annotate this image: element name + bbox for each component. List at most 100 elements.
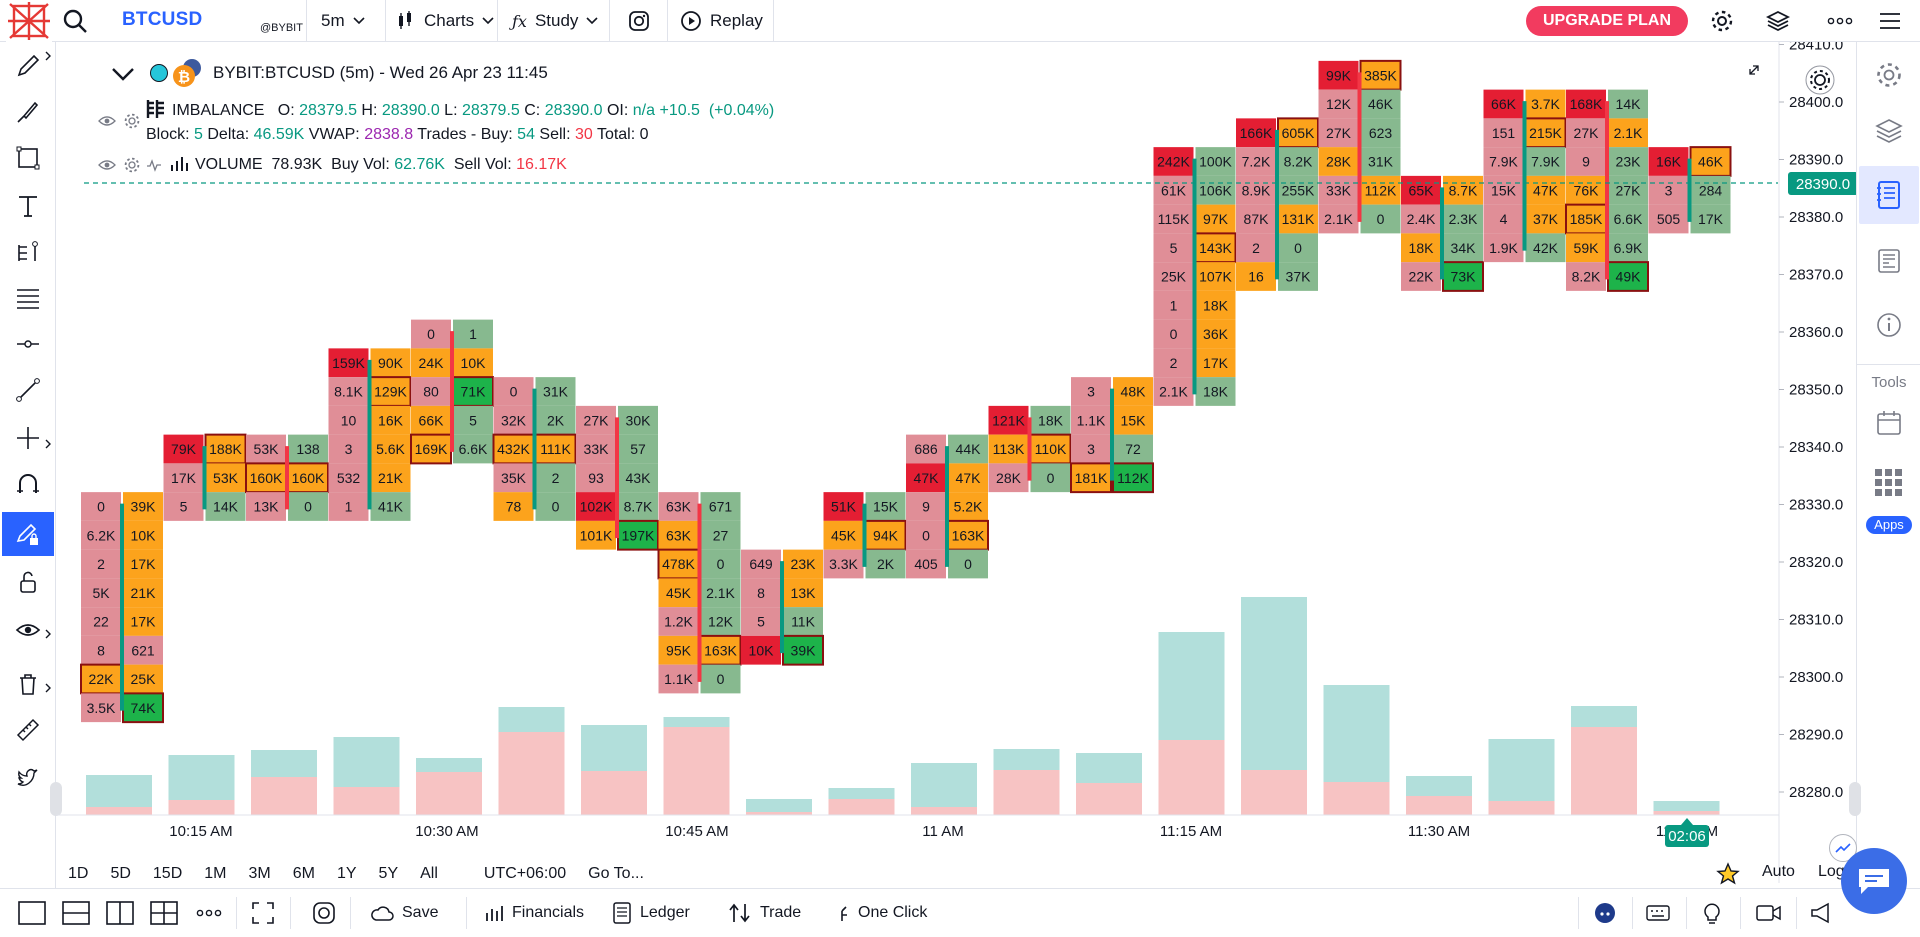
lock-drawing-tool[interactable] [2, 512, 54, 556]
auto-scale-button[interactable]: Auto [1762, 863, 1795, 880]
more-button[interactable] [1818, 0, 1862, 42]
footprint-cell [700, 549, 741, 579]
range-5d[interactable]: 5D [110, 865, 131, 882]
ledger-button[interactable]: Ledger [612, 889, 690, 937]
footprint-cell [1318, 175, 1359, 205]
chevron-right-icon[interactable] [44, 628, 52, 640]
right-layers-button[interactable] [1868, 110, 1910, 152]
range-5y[interactable]: 5Y [378, 865, 399, 882]
apps-badge[interactable]: Apps [1866, 516, 1912, 534]
footprint-cell-value: 160K [292, 470, 325, 486]
range-15d[interactable]: 15D [152, 865, 183, 882]
info-button[interactable] [1868, 304, 1910, 346]
interval-dropdown[interactable]: 5m [306, 0, 386, 42]
apps-button[interactable] [1868, 462, 1910, 504]
trend-line-tool[interactable] [8, 370, 48, 410]
discord-button[interactable] [1594, 889, 1616, 937]
time-axis[interactable]: 10:15 AM 10:30 AM 10:45 AM 11 AM 11:15 AM 11:… [169, 823, 1718, 840]
news-button[interactable] [1868, 240, 1910, 282]
range-3m[interactable]: 3M [248, 865, 271, 882]
collapse-legend-icon[interactable] [110, 63, 136, 85]
eye-icon[interactable] [98, 114, 116, 128]
snapshot-button[interactable] [610, 0, 668, 42]
gear-icon[interactable] [124, 157, 140, 173]
ruler-tool[interactable] [8, 710, 48, 750]
footprint-cell-value: 0 [717, 556, 725, 572]
layout-grid-button[interactable] [150, 889, 178, 937]
gear-icon[interactable] [124, 113, 140, 129]
layout-more-button[interactable] [196, 889, 222, 937]
range-6m[interactable]: 6M [292, 865, 315, 882]
announcement-button[interactable] [1810, 889, 1834, 937]
video-button[interactable] [1756, 889, 1782, 937]
charts-dropdown[interactable]: Charts [386, 0, 498, 42]
star-icon[interactable] [1716, 862, 1740, 886]
range-1d[interactable]: 1D [68, 865, 89, 882]
trade-button[interactable]: Trade [728, 889, 801, 937]
brush-tool[interactable] [8, 92, 48, 132]
footprint-cell-value: 0 [922, 527, 930, 543]
chevron-right-icon[interactable] [44, 50, 52, 62]
rectangle-tool[interactable] [8, 138, 48, 178]
horizontal-line-tool[interactable] [8, 324, 48, 364]
lines-tool[interactable] [8, 278, 48, 318]
twitter-button[interactable] [8, 758, 48, 798]
one-click-button[interactable]: One Click [838, 889, 927, 937]
crosshair-tool[interactable] [8, 418, 48, 458]
range-all[interactable]: All [420, 865, 438, 882]
ideas-button[interactable] [1702, 889, 1722, 937]
replay-button[interactable]: Replay [668, 0, 774, 42]
watchlist-button[interactable] [1859, 166, 1919, 224]
range-1m[interactable]: 1M [204, 865, 227, 882]
candle-body [862, 503, 867, 567]
financials-button[interactable]: Financials [484, 889, 584, 937]
market-status-icon[interactable] [150, 64, 168, 82]
right-panel-collapse-handle[interactable] [1849, 782, 1861, 816]
visibility-tool[interactable] [8, 610, 48, 650]
eye-icon [15, 624, 41, 636]
price-axis[interactable]: 28410.0 28400.0 28390.0 28380.0 28370.0 28360… [1779, 42, 1843, 801]
layout-vertical-button[interactable] [106, 889, 134, 937]
footprint-cell-value: 31K [543, 384, 569, 400]
calendar-button[interactable] [1868, 402, 1910, 444]
lock-tool[interactable] [8, 562, 48, 602]
chevron-right-icon[interactable] [44, 438, 52, 450]
goto-button[interactable]: Go To... [588, 865, 644, 882]
fullscreen-button[interactable] [252, 889, 274, 937]
range-1y[interactable]: 1Y [336, 865, 357, 882]
text-tool[interactable] [8, 186, 48, 226]
layout-horizontal-button[interactable] [62, 889, 90, 937]
footprint-cell-value: 7.9K [1531, 154, 1560, 170]
fib-tool[interactable] [8, 232, 48, 272]
left-panel-collapse-handle[interactable] [50, 782, 62, 816]
menu-button[interactable] [1868, 0, 1912, 42]
chevron-right-icon[interactable] [44, 682, 52, 694]
legend-title[interactable]: BYBIT:BTCUSD (5m) - Wed 26 Apr 23 11:45 [213, 63, 548, 82]
search-icon[interactable] [62, 0, 102, 42]
log-scale-button[interactable]: Log [1818, 863, 1845, 880]
save-button[interactable]: Save [370, 889, 438, 937]
delete-tool[interactable] [8, 664, 48, 704]
settings-button[interactable] [1700, 0, 1744, 42]
upgrade-plan-button[interactable]: UPGRADE PLAN [1526, 6, 1688, 36]
right-settings-button[interactable] [1868, 54, 1910, 96]
fullscreen-icon[interactable] [1749, 65, 1759, 75]
footprint-cell [1318, 60, 1359, 90]
timezone-button[interactable]: UTC+06:00 [483, 865, 567, 882]
keyboard-button[interactable] [1646, 889, 1670, 937]
footprint-cell [948, 549, 988, 579]
chat-button[interactable] [1841, 848, 1907, 914]
screenshot-button[interactable] [312, 889, 336, 937]
magnet-tool[interactable] [8, 464, 48, 504]
eye-icon[interactable] [98, 158, 116, 172]
study-dropdown[interactable]: ƒx Study [498, 0, 610, 42]
layout-single-button[interactable] [18, 889, 46, 937]
footprint-cell [1607, 261, 1649, 292]
layers-button[interactable] [1756, 0, 1800, 42]
symbol-name[interactable]: BTCUSD [122, 9, 203, 30]
pencil-tool[interactable] [8, 46, 48, 86]
chart-canvas[interactable]: 06.2K25K22822K3.5K39K10K17K21K17K62125K7… [56, 42, 1856, 888]
brand-logo-icon[interactable] [6, 0, 52, 42]
footprint-cell-value: 65K [1409, 182, 1435, 198]
chart-settings-button[interactable] [1805, 65, 1835, 95]
